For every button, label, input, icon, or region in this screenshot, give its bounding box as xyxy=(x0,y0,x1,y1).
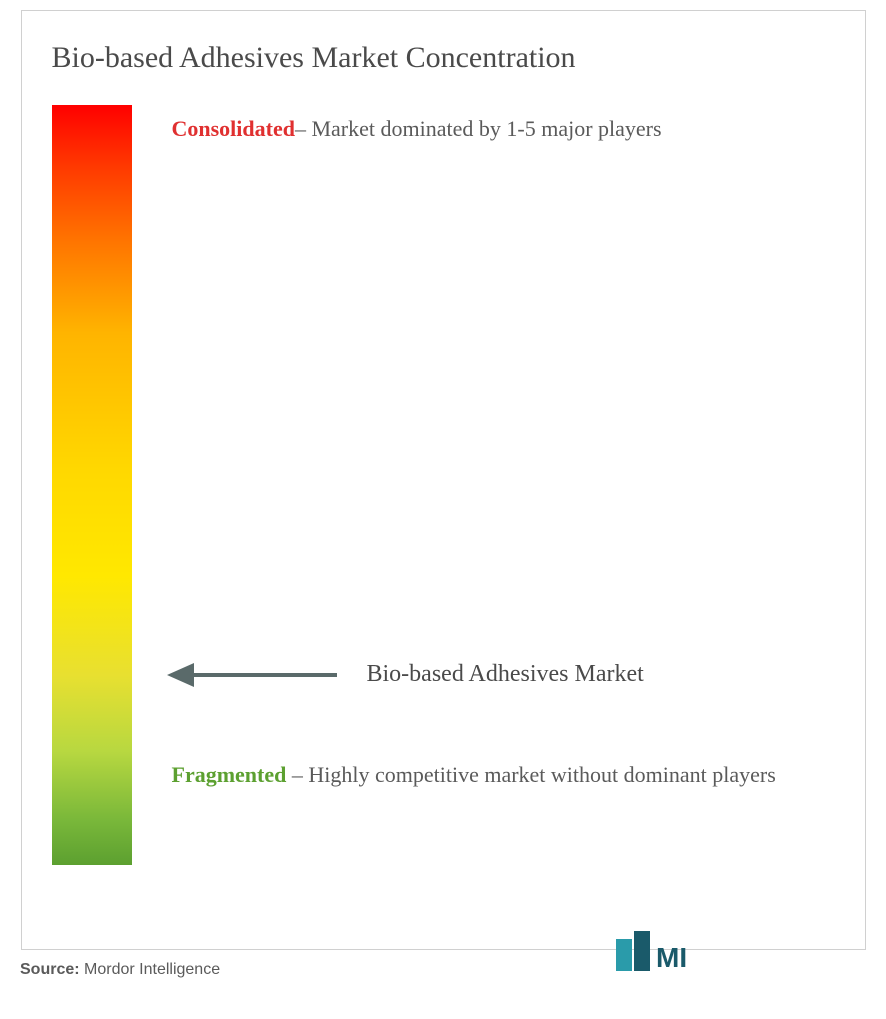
fragmented-highlight: Fragmented xyxy=(172,762,287,787)
content-row: Consolidated– Market dominated by 1-5 ma… xyxy=(52,105,835,885)
arrow-label: Bio-based Adhesives Market xyxy=(367,658,644,692)
labels-area: Consolidated– Market dominated by 1-5 ma… xyxy=(172,105,835,865)
source-value: Mordor Intelligence xyxy=(80,961,221,978)
chart-title: Bio-based Adhesives Market Concentration xyxy=(52,41,835,75)
concentration-gradient-bar xyxy=(52,105,132,865)
gradient-svg xyxy=(52,105,132,865)
market-position-arrow: Bio-based Adhesives Market xyxy=(162,655,644,695)
svg-text:MI: MI xyxy=(656,942,686,973)
consolidated-label: Consolidated– Market dominated by 1-5 ma… xyxy=(172,105,815,153)
fragmented-label: Fragmented – Highly competitive market w… xyxy=(172,751,815,799)
source-attribution: Source: Mordor Intelligence xyxy=(20,961,220,979)
mi-logo: MI xyxy=(616,929,686,979)
consolidated-highlight: Consolidated xyxy=(172,116,295,141)
mi-logo-svg: MI xyxy=(616,929,686,974)
chart-container: Bio-based Adhesives Market Concentration xyxy=(21,10,866,950)
source-label: Source: xyxy=(20,961,80,978)
consolidated-text: – Market dominated by 1-5 major players xyxy=(295,116,662,141)
fragmented-text: – Highly competitive market without domi… xyxy=(286,762,775,787)
arrow-icon xyxy=(162,655,342,695)
